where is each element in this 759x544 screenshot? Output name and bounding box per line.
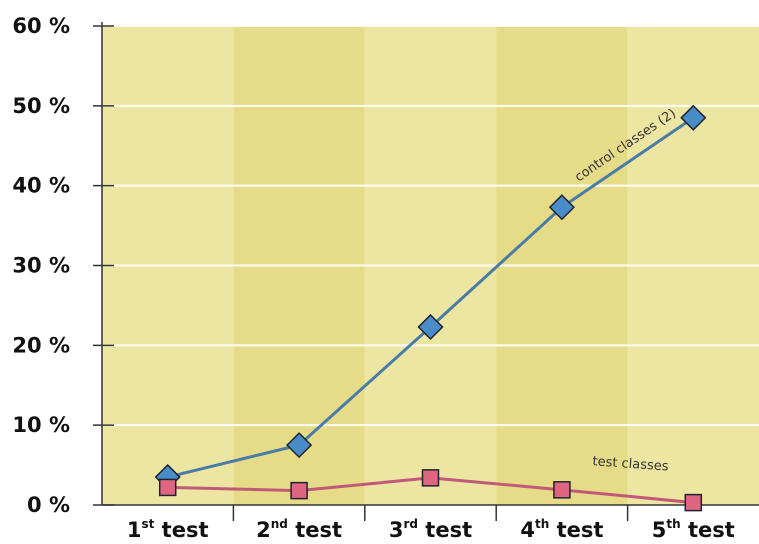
data-point-test	[684, 493, 703, 512]
data-point-control	[548, 194, 575, 221]
x-tick-label: 5th test	[652, 517, 735, 542]
data-point-test	[158, 478, 177, 497]
y-tick-label: 40 %	[12, 174, 70, 198]
data-point-control	[680, 104, 707, 131]
data-point-control	[417, 313, 444, 341]
y-tick-label: 30 %	[12, 254, 70, 278]
x-tick-label: 4th test	[520, 517, 603, 542]
y-tick-label: 50 %	[12, 94, 70, 118]
data-point-test	[290, 481, 308, 500]
x-tick-label: 3rd test	[389, 517, 472, 542]
data-point-control	[286, 432, 313, 459]
data-point-test	[421, 469, 440, 487]
y-tick-label: 20 %	[12, 333, 70, 357]
gridlines	[102, 25, 759, 427]
x-tick-label: 1st test	[127, 517, 209, 542]
series-group	[154, 104, 707, 512]
y-tick-label: 0 %	[27, 493, 70, 517]
series-label-test: test classes	[592, 454, 669, 474]
x-tick-label: 2nd test	[256, 517, 342, 542]
y-axis-ticks: 0 % 10 % 20 % 30 % 40 % 50 % 60 %	[12, 14, 114, 517]
data-point-test	[553, 481, 571, 499]
x-axis-ticks: 1st test 2nd test 3rd test 4th test 5th test	[127, 505, 735, 542]
y-tick-label: 60 %	[12, 14, 70, 38]
y-tick-label: 10 %	[12, 413, 70, 437]
